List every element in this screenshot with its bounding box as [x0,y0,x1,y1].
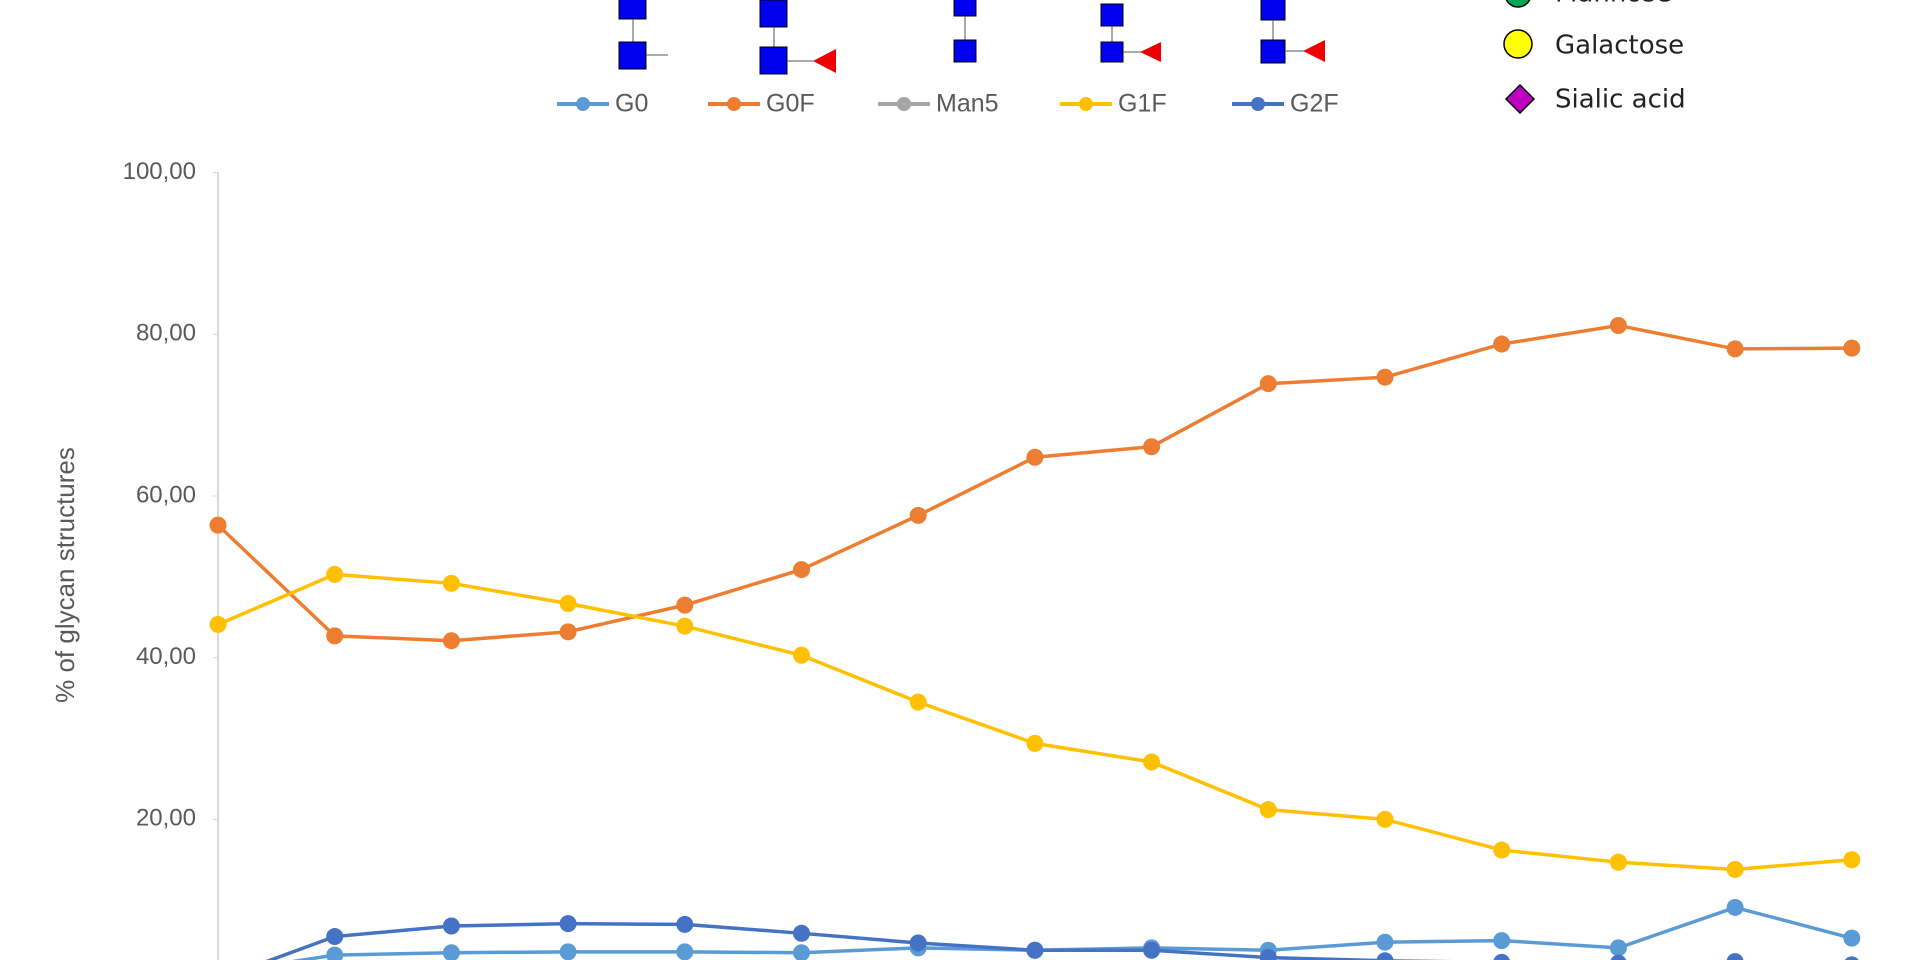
data-point [326,565,344,583]
data-point [1143,753,1161,771]
data-point [1376,368,1394,386]
data-point [209,516,227,534]
data-point [793,561,810,579]
sialic-acid-symbol [1504,83,1536,115]
data-point [1259,949,1277,960]
y-axis-title: % of glycan structures [50,447,80,703]
data-point [1726,953,1744,960]
legend-label: G1F [1118,90,1167,118]
data-point [209,616,227,634]
data-point [559,623,577,641]
data-point [1726,898,1744,916]
data-point [909,693,927,711]
data-point [1726,340,1744,358]
legend-label: G0F [766,90,815,118]
galactose-symbol [1503,29,1533,59]
data-point [676,915,694,933]
series [265,915,1859,960]
data-point [1609,853,1627,871]
y-tick-label: 20,00 [136,805,196,832]
data-point [1493,335,1511,353]
data-point [793,944,810,960]
y-tick-label: 80,00 [136,320,196,347]
data-point [1609,316,1627,334]
legend-marker [1251,97,1265,111]
data-point [1376,952,1394,960]
data-point [1493,953,1510,960]
legend-marker [897,97,911,111]
y-tick-label: 100,00 [123,158,196,185]
symbol-legend-label: Galactose [1555,31,1684,61]
data-point [1259,375,1277,393]
data-point [326,946,344,960]
series-line [216,323,1852,643]
data-point [909,506,927,524]
legend-marker [1079,97,1093,111]
data-point [1026,941,1044,959]
data-point [559,943,577,960]
data-point [1843,339,1861,357]
data-point [1843,851,1861,869]
y-tick-label: 60,00 [136,481,196,508]
data-point [676,596,694,614]
data-point [676,617,694,635]
legend-marker [727,97,741,111]
series-line [217,572,1852,872]
data-point [442,574,460,592]
legend-label: Man5 [936,90,999,118]
data-point [1610,954,1627,960]
data-point [1376,933,1394,951]
data-point [1026,448,1044,466]
symbol-legend-label: Sialic acid [1555,85,1686,115]
data-point [909,934,927,952]
data-point [1493,932,1511,950]
data-point [793,646,810,664]
series [209,316,1861,650]
legend-marker [576,97,590,111]
data-point [1844,956,1859,960]
data-point [1259,801,1277,819]
data-point [326,627,344,645]
data-point [1726,860,1744,878]
y-tick-label: 40,00 [136,643,196,670]
data-point [1609,939,1627,957]
glycan-icons [618,0,1325,75]
data-point [1143,438,1161,456]
data-point [442,632,460,650]
mannose-symbol [1505,0,1531,8]
data-point [1493,841,1511,859]
data-point [326,928,344,946]
data-point [793,924,810,942]
legend-label: G2F [1290,90,1339,118]
symbol-legend-label: Mannose [1555,0,1672,9]
series [209,565,1861,878]
data-point [1026,734,1044,752]
data-point [559,595,577,613]
data-point [1376,810,1394,828]
data-point [1143,941,1161,959]
legend-label: G0 [615,90,648,118]
data-point [442,917,460,935]
data-point [442,944,460,960]
data-point [1843,929,1861,947]
data-point [559,915,577,933]
data-point [676,943,694,960]
